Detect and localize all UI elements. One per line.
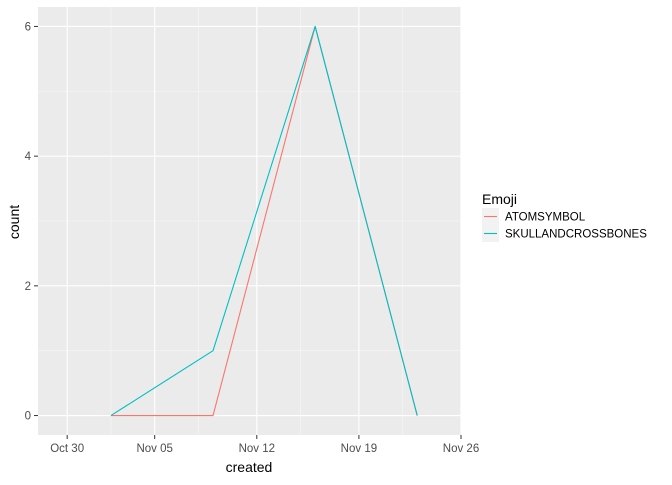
y-tick-label: 2 [25, 281, 31, 293]
y-tick-label: 4 [25, 151, 32, 163]
legend-title: Emoji [482, 191, 517, 207]
y-tick-label: 0 [25, 411, 31, 423]
legend-label: ATOMSYMBOL [505, 212, 586, 224]
x-tick-label: Nov 26 [443, 443, 479, 455]
legend-label: SKULLANDCROSSBONES [505, 229, 647, 241]
x-tick-label: Nov 12 [239, 443, 275, 455]
x-tick-label: Nov 05 [136, 443, 172, 455]
y-axis-title: count [6, 205, 22, 239]
x-axis-title: created [226, 459, 273, 475]
y-tick-label: 6 [25, 21, 31, 33]
x-tick-label: Nov 19 [341, 443, 377, 455]
x-tick-label: Oct 30 [50, 443, 84, 455]
